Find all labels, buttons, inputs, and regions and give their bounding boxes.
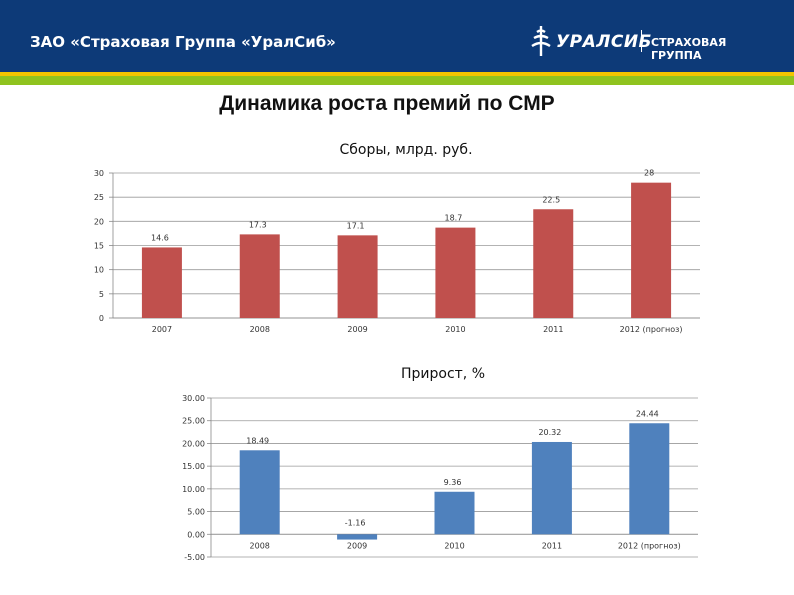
y-tick-label: 5: [99, 290, 104, 299]
header-band: ЗАО «Страховая Группа «УралСиб» УРАЛСИБ …: [0, 0, 794, 72]
y-tick-label: 25.00: [182, 417, 205, 426]
category-label: 2009: [347, 325, 367, 334]
bar: [337, 534, 378, 540]
y-tick-label: 30: [94, 169, 104, 178]
category-label: 2008: [250, 325, 270, 334]
category-label: 2012 (прогноз): [620, 325, 683, 334]
y-tick-label: 5.00: [187, 508, 205, 517]
bar: [239, 234, 280, 318]
green-stripe: [0, 76, 794, 85]
category-label: 2012 (прогноз): [618, 541, 681, 550]
y-tick-label: 20: [94, 217, 104, 226]
bar: [533, 209, 574, 318]
category-label: 2011: [543, 325, 563, 334]
y-tick-label: 0: [99, 314, 104, 323]
company-name: ЗАО «Страховая Группа «УралСиб»: [30, 33, 336, 51]
uralsib-logo: УРАЛСИБ СТРАХОВАЯ ГРУППА: [528, 24, 778, 62]
bar: [631, 182, 672, 318]
bar: [435, 227, 476, 318]
data-label: 18.49: [246, 436, 269, 445]
category-label: 2010: [444, 541, 464, 550]
category-label: 2010: [445, 325, 465, 334]
logo-group-label: СТРАХОВАЯ ГРУППА: [651, 36, 727, 62]
data-label: 14.6: [151, 233, 169, 242]
y-tick-label: 15.00: [182, 462, 205, 471]
data-label: -1.16: [345, 519, 366, 528]
uralsib-emblem-icon: [531, 26, 551, 56]
y-tick-label: 30.00: [182, 394, 205, 403]
yellow-stripe: [0, 72, 794, 76]
data-label: 17.1: [347, 221, 365, 230]
y-tick-label: 20.00: [182, 439, 205, 448]
data-label: 18.7: [445, 214, 463, 223]
chart-title: Сборы, млрд. руб.: [339, 142, 472, 158]
y-tick-label: 10: [94, 266, 104, 275]
data-label: 9.36: [444, 478, 462, 487]
y-tick-label: 25: [94, 193, 104, 202]
bar: [141, 247, 182, 318]
category-label: 2008: [250, 541, 270, 550]
bar: [531, 441, 572, 535]
page-title: Динамика роста премий по СМР: [219, 92, 555, 115]
bar: [629, 423, 670, 535]
y-tick-label: 10.00: [182, 485, 205, 494]
category-label: 2009: [347, 541, 367, 550]
chart-title: Прирост, %: [401, 366, 485, 382]
data-label: 28: [644, 169, 654, 178]
logo-name: УРАЛСИБ: [556, 32, 653, 52]
data-label: 20.32: [538, 428, 561, 437]
bar: [239, 450, 280, 535]
y-tick-label: 0.00: [187, 530, 205, 539]
y-tick-label: -5.00: [184, 553, 205, 562]
data-label: 17.3: [249, 220, 267, 229]
bar: [434, 491, 475, 535]
data-label: 22.5: [542, 195, 560, 204]
y-tick-label: 15: [94, 242, 104, 251]
bar: [337, 235, 378, 318]
category-label: 2007: [152, 325, 172, 334]
category-label: 2011: [542, 541, 562, 550]
logo-divider: [641, 30, 642, 52]
data-label: 24.44: [636, 409, 659, 418]
